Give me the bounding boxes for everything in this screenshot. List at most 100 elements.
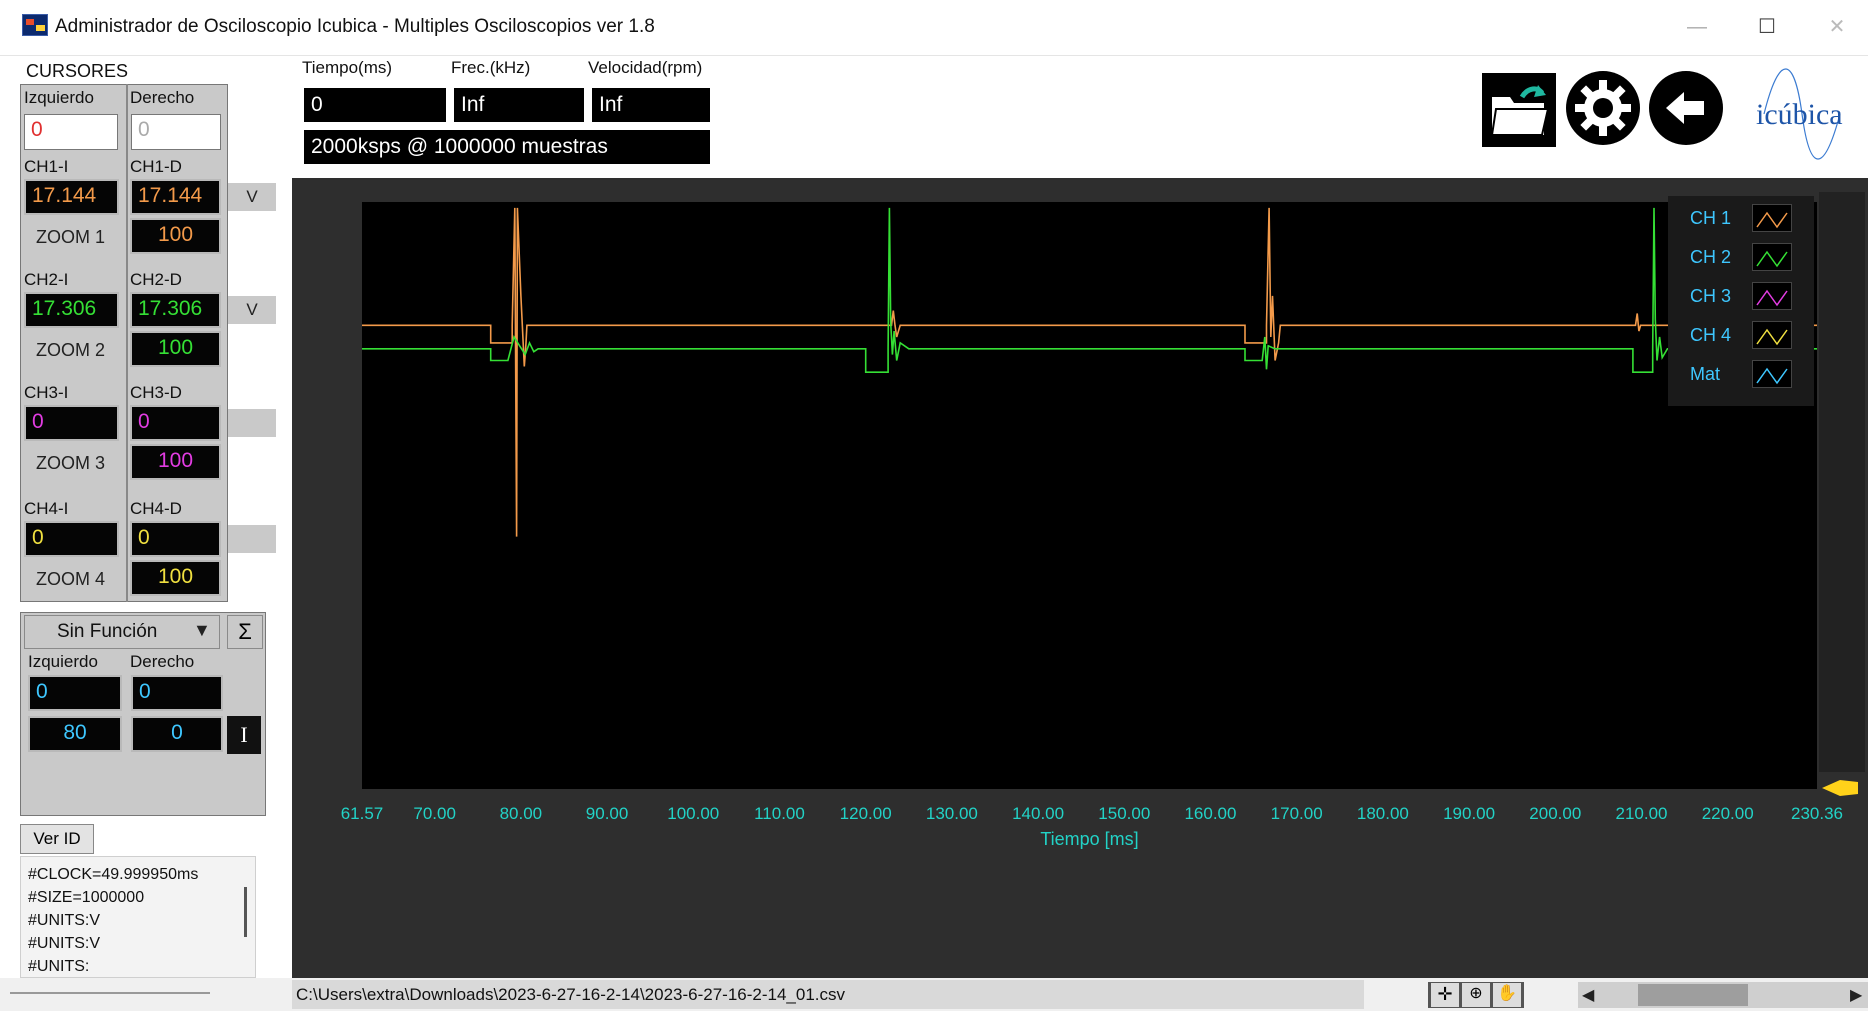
ch1-left-label: CH1-I	[24, 157, 69, 176]
x-tick-label: 200.00	[1529, 804, 1581, 823]
legend-item[interactable]: CH 2	[1690, 243, 1808, 273]
gear-icon[interactable]	[1565, 70, 1641, 146]
ch2-left-label: CH2-I	[24, 270, 69, 289]
function-select-value: Sin Función	[57, 621, 158, 642]
x-tick-label: 130.00	[926, 804, 978, 823]
logo-text: icúbica	[1756, 98, 1843, 131]
ver-id-button[interactable]: Ver ID	[20, 824, 94, 854]
x-tick-label: 61.57	[341, 804, 384, 823]
speed-label: Velocidad(rpm)	[588, 58, 703, 77]
x-tick-label: 210.00	[1615, 804, 1667, 823]
function-left-zoom[interactable]: 80	[28, 716, 122, 752]
scroll-thumb[interactable]	[1638, 984, 1748, 1006]
ch4-left-label: CH4-I	[24, 499, 69, 518]
zoom-tool-icon[interactable]: ⊕	[1462, 983, 1490, 1007]
oscilloscope-chart[interactable]: 61.57 70.00 80.00 90.00 100.00 110.00 120.00 13…	[292, 178, 1868, 978]
legend-swatch	[1752, 204, 1792, 232]
sigma-button[interactable]: Σ	[227, 615, 263, 649]
legend-item[interactable]: CH 3	[1690, 282, 1808, 312]
ch1-zoom-label: ZOOM 1	[36, 227, 106, 247]
title-bar: Administrador de Osciloscopio Icubica - …	[0, 0, 1868, 56]
ch1-left-value: 17.144	[24, 179, 119, 215]
id-line: #SIZE=1000000	[28, 889, 145, 906]
x-tick-label: 170.00	[1271, 804, 1323, 823]
cursor-left-input[interactable]: 0	[24, 114, 118, 150]
ch1-right-label: CH1-D	[130, 157, 182, 176]
cursors-title: CURSORES	[26, 61, 129, 81]
ch1-unit-button[interactable]: V	[228, 183, 276, 211]
x-tick-label: 150.00	[1098, 804, 1150, 823]
function-select[interactable]: Sin Función ▼	[24, 615, 220, 649]
function-left-value: 0	[28, 675, 122, 711]
i-button[interactable]: I	[227, 716, 261, 754]
close-button[interactable]: ✕	[1828, 16, 1846, 38]
x-tick-label: 90.00	[586, 804, 629, 823]
freq-value: Inf	[454, 88, 584, 122]
ch3-zoom-value[interactable]: 100	[130, 444, 221, 480]
legend-label: CH 2	[1690, 247, 1732, 267]
id-scrollbar[interactable]	[244, 887, 247, 937]
ch2-unit-button[interactable]: V	[228, 296, 276, 324]
pan-tool-icon[interactable]: ✋	[1493, 983, 1521, 1007]
sampling-info: 2000ksps @ 1000000 muestras	[304, 130, 710, 164]
time-label: Tiempo(ms)	[302, 58, 393, 77]
file-path-box: C:\Users\extra\Downloads\2023-6-27-16-2-…	[292, 980, 1364, 1009]
back-arrow-icon[interactable]	[1648, 70, 1724, 146]
x-tick-label: 80.00	[500, 804, 543, 823]
folder-open-icon[interactable]	[1482, 73, 1556, 147]
plot-area[interactable]	[362, 202, 1817, 789]
x-tick-label: 110.00	[754, 804, 805, 823]
function-right-header: Derecho	[130, 652, 195, 671]
cursor-right-input[interactable]: 0	[131, 114, 221, 150]
horizontal-scrollbar[interactable]: ◀ ▶	[1578, 982, 1868, 1008]
ch1-zoom-value[interactable]: 100	[130, 218, 221, 254]
legend-label: CH 3	[1690, 286, 1732, 306]
series-line-ch1	[362, 207, 1817, 537]
ch4-right-value: 0	[130, 521, 221, 557]
chart-legend: CH 1 CH 2 CH 3 CH 4 Mat	[1668, 196, 1814, 406]
ch4-unit-button[interactable]	[228, 525, 276, 553]
ch1-right-value: 17.144	[130, 179, 221, 215]
crosshair-tool-icon[interactable]: ✛	[1431, 983, 1459, 1007]
function-right-value: 0	[131, 675, 223, 711]
x-tick-label: 160.00	[1184, 804, 1236, 823]
x-tick-label: 120.00	[840, 804, 892, 823]
window-title: Administrador de Osciloscopio Icubica - …	[55, 16, 655, 37]
file-path: C:\Users\extra\Downloads\2023-6-27-16-2-…	[296, 985, 846, 1004]
legend-item[interactable]: CH 4	[1690, 321, 1808, 351]
ch3-left-label: CH3-I	[24, 383, 69, 402]
scroll-left-icon[interactable]: ◀	[1582, 987, 1595, 1004]
x-tick-label: 180.00	[1357, 804, 1409, 823]
x-tick-label: 190.00	[1443, 804, 1495, 823]
id-line: #CLOCK=49.999950ms	[28, 866, 199, 883]
chart-tools: ✛ ⊕ ✋	[1428, 982, 1524, 1008]
cursor-marker[interactable]	[1822, 780, 1858, 796]
app-icon	[22, 14, 48, 36]
id-line: #UNITS:V	[28, 912, 101, 929]
legend-item[interactable]: Mat	[1690, 360, 1808, 390]
maximize-button[interactable]: ☐	[1758, 16, 1776, 38]
id-textbox[interactable]: #CLOCK=49.999950ms #SIZE=1000000 #UNITS:V #…	[20, 856, 256, 978]
ch4-zoom-value[interactable]: 100	[130, 560, 221, 596]
ch3-zoom-label: ZOOM 3	[36, 453, 106, 473]
ch3-left-value: 0	[24, 405, 119, 441]
legend-item[interactable]: CH 1	[1690, 204, 1808, 234]
minimize-button[interactable]: —	[1687, 16, 1707, 38]
cursor-right-header: Derecho	[130, 88, 195, 107]
legend-swatch	[1752, 360, 1792, 388]
scroll-right-icon[interactable]: ▶	[1850, 987, 1863, 1004]
id-line: #UNITS:	[28, 958, 90, 975]
legend-swatch	[1752, 282, 1792, 310]
freq-label: Frec.(kHz)	[451, 58, 531, 77]
speed-value: Inf	[592, 88, 710, 122]
ch2-zoom-value[interactable]: 100	[130, 331, 221, 367]
icubica-logo: icúbica	[1754, 64, 1850, 164]
time-value: 0	[304, 88, 446, 122]
function-right-zoom[interactable]: 0	[131, 716, 223, 752]
legend-label: CH 1	[1690, 208, 1732, 228]
chart-side-strip	[1819, 192, 1865, 772]
status-bar: C:\Users\extra\Downloads\2023-6-27-16-2-…	[0, 978, 1868, 1011]
chevron-down-icon: ▼	[193, 620, 211, 640]
ch3-unit-button[interactable]	[228, 409, 276, 437]
series-line-ch2	[362, 207, 1817, 373]
